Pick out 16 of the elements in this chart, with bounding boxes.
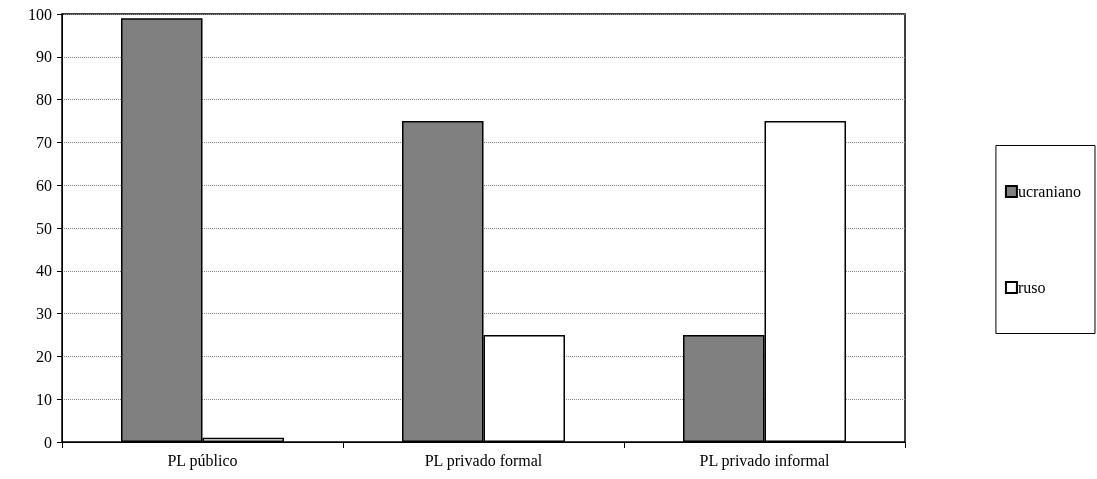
y-tick-label: 100	[28, 5, 52, 23]
y-tick-label: 0	[44, 433, 52, 451]
y-tick-label: 80	[36, 91, 52, 109]
y-tick-label: 40	[36, 262, 52, 280]
y-tick-label: 30	[36, 305, 52, 323]
y-tick-label: 60	[36, 176, 52, 194]
legend-label: ruso	[1017, 279, 1046, 296]
y-tick-label: 70	[36, 133, 52, 151]
y-tick-label: 90	[36, 48, 52, 66]
legend-label: ucraniano	[1017, 183, 1081, 200]
x-tick-label: PL privado informal	[699, 451, 831, 470]
y-tick-label: 20	[36, 347, 52, 365]
x-tick-label: PL privado formal	[424, 451, 543, 470]
y-tick-label: 10	[36, 390, 52, 408]
y-tick-label: 50	[36, 219, 52, 237]
x-tick-label: PL público	[167, 451, 238, 470]
